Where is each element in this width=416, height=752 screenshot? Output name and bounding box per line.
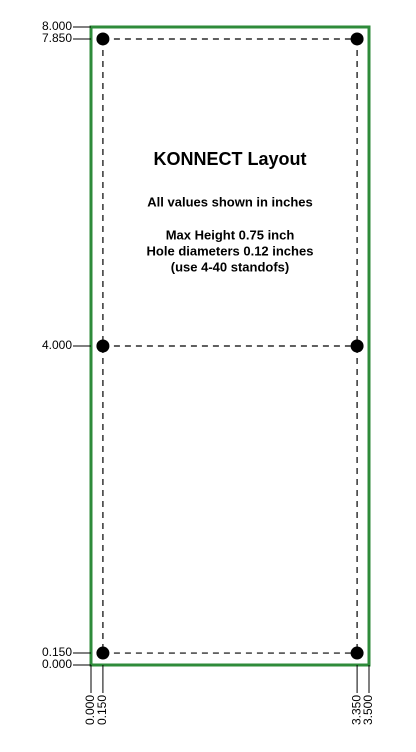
note: Hole diameters 0.12 inches (147, 243, 314, 258)
mounting-hole (96, 339, 110, 353)
y-dimension-label: 8.000 (42, 19, 72, 33)
mounting-hole (96, 646, 110, 660)
title: KONNECT Layout (154, 149, 307, 169)
x-dimension-label: 0.150 (95, 695, 109, 725)
y-dimension-label: 0.150 (42, 645, 72, 659)
y-dimension-label: 4.000 (42, 338, 72, 352)
mounting-hole (350, 646, 364, 660)
mounting-hole (350, 32, 364, 46)
y-dimension-label: 7.850 (42, 31, 72, 45)
note: Max Height 0.75 inch (166, 227, 295, 242)
y-dimension-label: 0.000 (42, 657, 72, 671)
mounting-hole (96, 32, 110, 46)
mounting-hole (350, 339, 364, 353)
x-dimension-label: 3.500 (361, 695, 375, 725)
x-dimension-label: 0.000 (83, 695, 97, 725)
note: (use 4-40 standofs) (171, 259, 289, 274)
x-dimension-label: 3.350 (349, 695, 363, 725)
note: All values shown in inches (147, 194, 312, 209)
